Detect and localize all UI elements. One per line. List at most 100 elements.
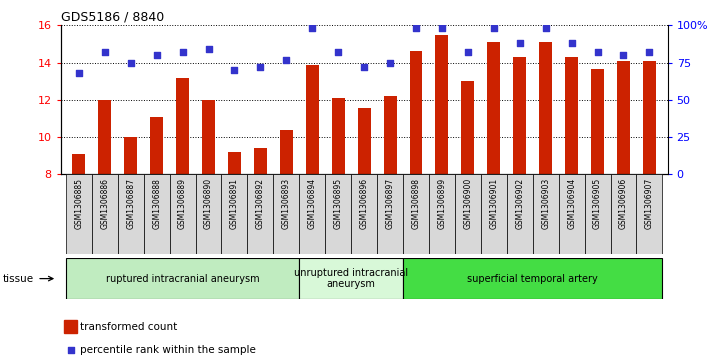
Point [228, 67, 240, 73]
Text: GSM1306885: GSM1306885 [74, 178, 84, 229]
Text: transformed count: transformed count [80, 322, 177, 332]
Text: GSM1306902: GSM1306902 [516, 178, 524, 229]
Text: ruptured intracranial aneurysm: ruptured intracranial aneurysm [106, 274, 259, 284]
Text: GSM1306904: GSM1306904 [567, 178, 576, 229]
Point [514, 40, 526, 46]
Bar [326, 174, 351, 254]
Text: unruptured intracranial
aneurysm: unruptured intracranial aneurysm [294, 268, 408, 289]
Bar [202, 100, 215, 174]
Point [281, 57, 292, 62]
Point [566, 40, 578, 46]
Bar [539, 42, 552, 174]
Bar [124, 137, 137, 174]
Point [592, 49, 603, 55]
Text: GSM1306890: GSM1306890 [204, 178, 213, 229]
Bar [461, 81, 474, 174]
Bar [403, 174, 429, 254]
Point [618, 52, 629, 58]
Text: GSM1306888: GSM1306888 [152, 178, 161, 229]
Point [333, 49, 344, 55]
Point [203, 46, 214, 52]
Bar [99, 100, 111, 174]
Bar [66, 258, 299, 299]
Bar [280, 130, 293, 174]
Bar [299, 258, 403, 299]
Bar [150, 117, 163, 174]
Point [384, 60, 396, 65]
Bar [299, 174, 326, 254]
Bar [617, 61, 630, 174]
Text: GSM1306907: GSM1306907 [645, 178, 654, 229]
Bar [248, 174, 273, 254]
Bar [481, 174, 507, 254]
Point [411, 25, 422, 31]
Text: GSM1306891: GSM1306891 [230, 178, 239, 229]
Point [151, 52, 162, 58]
Text: GSM1306886: GSM1306886 [100, 178, 109, 229]
Point [436, 25, 448, 31]
Point [255, 64, 266, 70]
Bar [273, 174, 299, 254]
Bar [585, 174, 610, 254]
Bar [429, 174, 455, 254]
Point [462, 49, 473, 55]
Bar [254, 148, 267, 174]
Text: GSM1306900: GSM1306900 [463, 178, 473, 229]
Text: GSM1306903: GSM1306903 [541, 178, 550, 229]
Bar [488, 42, 501, 174]
Bar [565, 57, 578, 174]
Bar [410, 52, 423, 174]
Bar [403, 258, 663, 299]
Text: GSM1306905: GSM1306905 [593, 178, 602, 229]
Bar [196, 174, 221, 254]
Point [73, 70, 84, 76]
Text: tissue: tissue [3, 274, 34, 284]
Point [358, 64, 370, 70]
Text: GSM1306893: GSM1306893 [282, 178, 291, 229]
Text: GSM1306895: GSM1306895 [333, 178, 343, 229]
Bar [558, 174, 585, 254]
Text: GSM1306897: GSM1306897 [386, 178, 395, 229]
Text: GSM1306901: GSM1306901 [489, 178, 498, 229]
Text: GSM1306906: GSM1306906 [619, 178, 628, 229]
Text: GSM1306899: GSM1306899 [438, 178, 446, 229]
Bar [144, 174, 170, 254]
Point [177, 49, 188, 55]
Bar [118, 174, 144, 254]
Text: GSM1306894: GSM1306894 [308, 178, 317, 229]
Bar [92, 174, 118, 254]
Bar [377, 174, 403, 254]
Bar [228, 152, 241, 174]
Text: superficial temporal artery: superficial temporal artery [468, 274, 598, 284]
Bar [176, 77, 189, 174]
Point [306, 25, 318, 31]
Bar [610, 174, 636, 254]
Text: percentile rank within the sample: percentile rank within the sample [80, 345, 256, 355]
Text: GSM1306896: GSM1306896 [360, 178, 368, 229]
Point [99, 49, 111, 55]
Text: GSM1306889: GSM1306889 [178, 178, 187, 229]
Bar [221, 174, 248, 254]
Bar [170, 174, 196, 254]
Bar [591, 69, 604, 174]
Point [125, 60, 136, 65]
Point [644, 49, 655, 55]
Bar [306, 65, 318, 174]
Text: GSM1306892: GSM1306892 [256, 178, 265, 229]
Text: GSM1306898: GSM1306898 [411, 178, 421, 229]
Text: GDS5186 / 8840: GDS5186 / 8840 [61, 11, 164, 24]
Bar [351, 174, 377, 254]
Point [488, 25, 500, 31]
Bar [66, 174, 92, 254]
Bar [513, 57, 526, 174]
Point [65, 347, 76, 353]
Bar [358, 108, 371, 174]
Text: GSM1306887: GSM1306887 [126, 178, 135, 229]
Bar [533, 174, 558, 254]
Point [540, 25, 551, 31]
Bar [636, 174, 663, 254]
Bar [436, 35, 448, 174]
Bar [72, 154, 86, 174]
Bar [643, 61, 656, 174]
Bar [455, 174, 481, 254]
